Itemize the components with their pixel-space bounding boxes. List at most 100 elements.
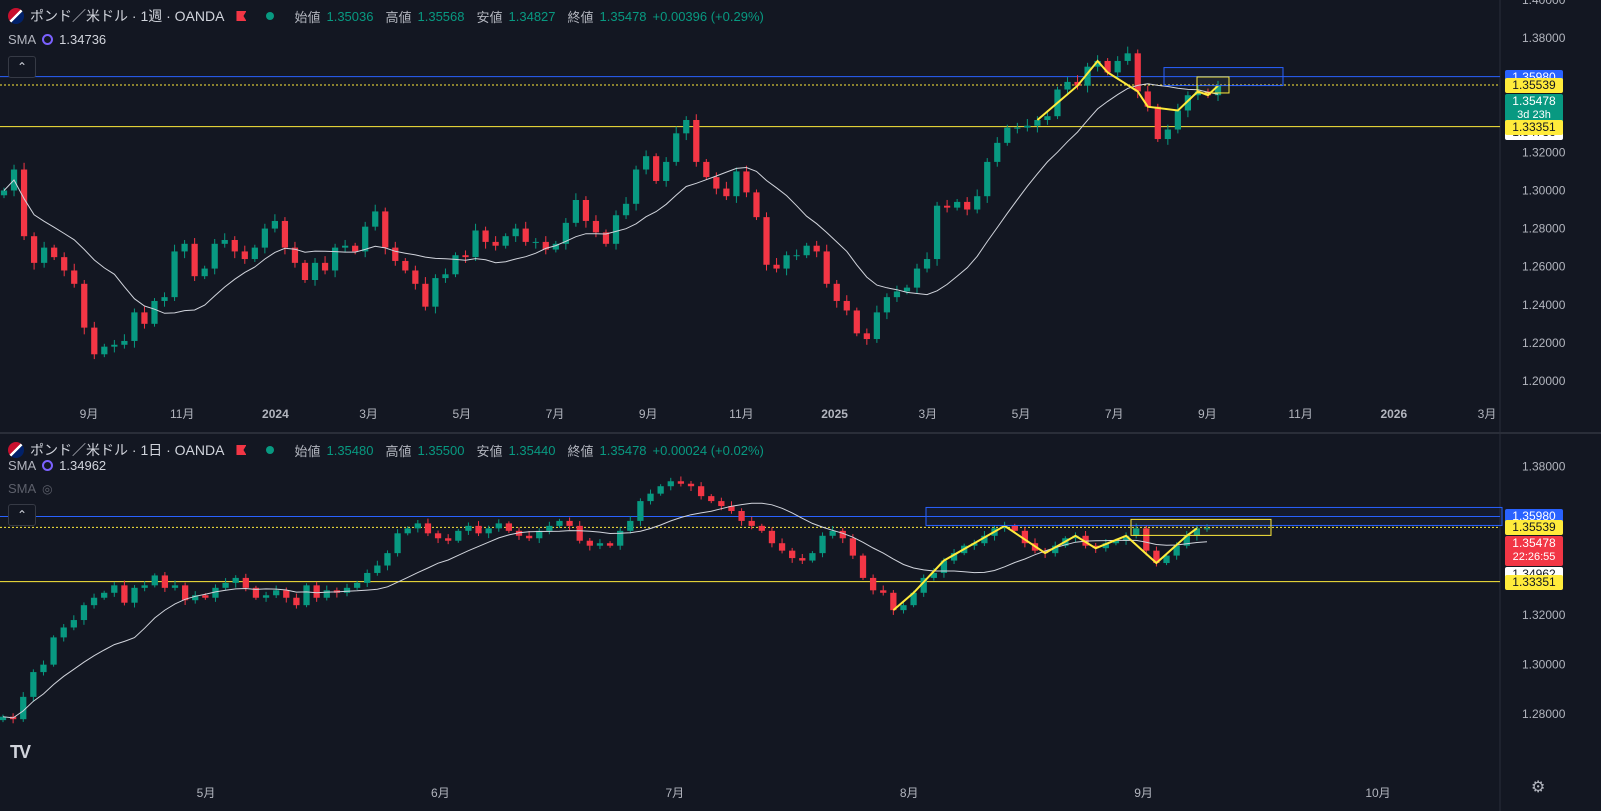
candle-body	[833, 283, 840, 301]
candle-body	[50, 637, 57, 665]
candle-body	[352, 245, 359, 252]
candle-body	[923, 259, 931, 269]
high-label: 高値	[385, 9, 412, 25]
candle-body	[342, 245, 349, 248]
candle-body	[181, 585, 189, 601]
countdown-label: 3d 23h	[1517, 108, 1551, 121]
candle-body	[799, 558, 806, 561]
gbpusd-flag-icon	[8, 8, 24, 24]
candle-body	[920, 577, 927, 593]
collapse-legend-button[interactable]: ⌃	[8, 504, 36, 526]
candle-body	[412, 270, 419, 284]
daily-symbol-title[interactable]: ポンド／米ドル · 1日 · OANDA	[30, 442, 225, 458]
candle-body	[1163, 555, 1170, 564]
candle-body	[241, 251, 248, 260]
sma-settings-icon[interactable]	[42, 460, 54, 471]
price-tick-label: 1.20000	[1522, 374, 1566, 388]
candle-body	[829, 530, 836, 536]
low-value: 1.35440	[508, 442, 556, 458]
candle-body	[789, 550, 796, 559]
candle-body	[803, 245, 810, 256]
time-tick-label: 3月	[918, 407, 937, 421]
candle-body	[293, 597, 300, 606]
candle-body	[1004, 127, 1011, 143]
candle-body	[606, 543, 614, 546]
candle-body	[532, 241, 539, 243]
low-label: 安値	[476, 443, 503, 459]
red-flag-icon[interactable]	[236, 445, 247, 455]
open-label: 始値	[294, 9, 321, 25]
candle-body	[622, 203, 630, 216]
close-label: 終値	[567, 443, 594, 459]
time-tick-label: 11月	[1288, 407, 1312, 421]
time-tick-label: 3月	[359, 407, 378, 421]
daily-sma-indicator[interactable]: SMA 1.34962	[8, 458, 106, 473]
candle-body	[586, 540, 593, 546]
sma-settings-icon[interactable]	[42, 34, 54, 45]
candle-body	[432, 278, 439, 307]
candle-body	[402, 260, 409, 271]
candle-body	[101, 346, 108, 355]
time-tick-label: 6月	[431, 786, 450, 800]
weekly-sma-indicator[interactable]: SMA 1.34736	[8, 32, 106, 47]
weekly-chart-canvas[interactable]: 1.40000 1.38000 1.32000 1.30000 1.28000 1.260…	[0, 0, 1601, 432]
candle-body	[536, 530, 543, 539]
candle-body	[394, 533, 401, 554]
candle-body	[910, 592, 917, 606]
candle-body	[768, 530, 776, 544]
weekly-chart-pane[interactable]: 1.40000 1.38000 1.32000 1.30000 1.28000 1.260…	[0, 0, 1601, 432]
candle-body	[823, 251, 830, 284]
daily-chart-pane[interactable]: 1.38000 1.32000 1.30000 1.28000 5月 6月 7月 8月 9月 10…	[0, 434, 1601, 811]
candle-body	[442, 274, 449, 279]
candle-body	[181, 243, 188, 252]
candle-body	[30, 236, 38, 263]
candle-body	[472, 230, 479, 258]
candle-body	[70, 620, 77, 628]
pane-divider[interactable]	[0, 432, 1601, 434]
sma-line	[2, 502, 1208, 719]
candle-body	[273, 590, 280, 596]
candle-body	[1164, 129, 1171, 140]
candle-body	[211, 243, 218, 269]
time-tick-label: 2025	[821, 407, 848, 421]
time-tick-label: 9月	[1198, 407, 1217, 421]
red-flag-icon[interactable]	[236, 11, 247, 21]
candle-body	[809, 553, 816, 561]
candle-body	[1024, 125, 1031, 128]
low-value: 1.34827	[508, 8, 556, 24]
price-tag: 1.33351	[1505, 119, 1563, 135]
candle-body	[728, 506, 735, 511]
open-value: 1.35480	[326, 442, 374, 458]
candle-body	[733, 171, 740, 197]
candle-body	[1214, 85, 1222, 96]
candle-body	[748, 520, 755, 526]
candle-body	[572, 200, 579, 223]
candle-body	[1074, 81, 1081, 86]
price-tick-label: 1.40000	[1522, 0, 1566, 7]
collapse-legend-button[interactable]: ⌃	[8, 56, 36, 78]
candle-body	[261, 228, 268, 248]
eye-hidden-icon[interactable]: ◎	[42, 481, 53, 496]
candle-body	[512, 228, 519, 237]
market-status-icon	[266, 12, 275, 20]
close-label: 終値	[567, 9, 594, 25]
candle-body	[1102, 543, 1109, 549]
weekly-symbol-title[interactable]: ポンド／米ドル · 1週 · OANDA	[30, 8, 225, 24]
tradingview-logo[interactable]: TV	[10, 742, 31, 762]
candle-body	[687, 483, 695, 487]
daily-chart-canvas[interactable]: 1.38000 1.32000 1.30000 1.28000 5月 6月 7月 8月 9月 10…	[0, 434, 1601, 811]
gear-icon[interactable]: ⚙	[1531, 779, 1546, 796]
candle-body	[131, 312, 138, 341]
time-tick-label: 7月	[546, 407, 565, 421]
candle-body	[80, 605, 88, 621]
daily-sma-hidden-indicator[interactable]: SMA ◎	[8, 481, 53, 496]
candle-body	[1134, 53, 1141, 92]
candle-body	[1011, 525, 1018, 531]
price-tick-label: 1.30000	[1522, 658, 1566, 672]
candle-body	[556, 520, 563, 526]
open-value: 1.35036	[326, 8, 374, 24]
candle-body	[171, 251, 178, 298]
candle-body	[321, 262, 329, 271]
candle-body	[1064, 81, 1071, 90]
candle-body	[954, 201, 961, 208]
